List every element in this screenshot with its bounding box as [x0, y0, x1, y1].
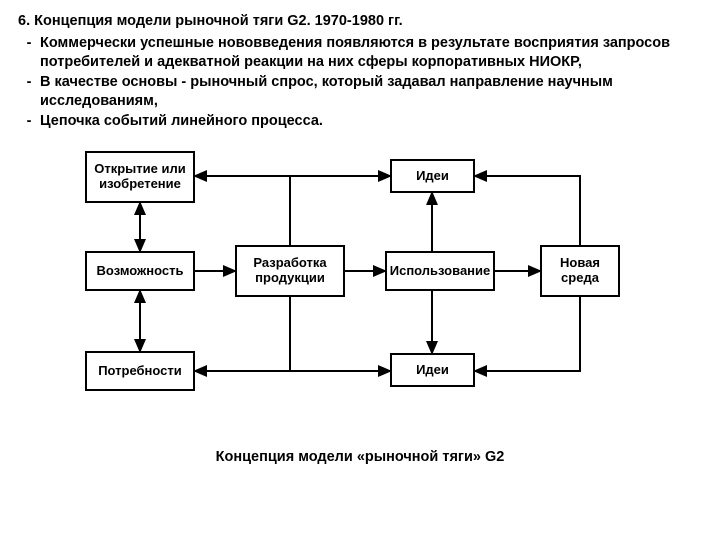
flow-node: Возможность — [85, 251, 195, 291]
diagram-caption: Концепция модели «рыночной тяги» G2 — [18, 449, 702, 465]
bullet-item: -Цепочка событий линейного процесса. — [18, 112, 702, 132]
bullet-item: -Коммерчески успешные нововведения появл… — [18, 34, 702, 73]
flow-node: Идеи — [390, 353, 475, 387]
page-title: 6. Концепция модели рыночной тяги G2. 19… — [18, 12, 702, 32]
flow-node: Потребности — [85, 351, 195, 391]
flow-node: Открытие или изобретение — [85, 151, 195, 203]
flow-edge — [290, 176, 390, 245]
bullet-list: -Коммерчески успешные нововведения появл… — [18, 34, 702, 132]
flow-node: Разработка продукции — [235, 245, 345, 297]
flow-edge — [290, 297, 390, 371]
flow-edge — [475, 297, 580, 371]
bullet-item: -В качестве основы - рыночный спрос, кот… — [18, 73, 702, 112]
flow-node: Новая среда — [540, 245, 620, 297]
flow-node: Использование — [385, 251, 495, 291]
flowchart: Открытие или изобретение Идеи Возможность Р… — [30, 141, 690, 431]
flow-node: Идеи — [390, 159, 475, 193]
flow-edge — [475, 176, 580, 245]
